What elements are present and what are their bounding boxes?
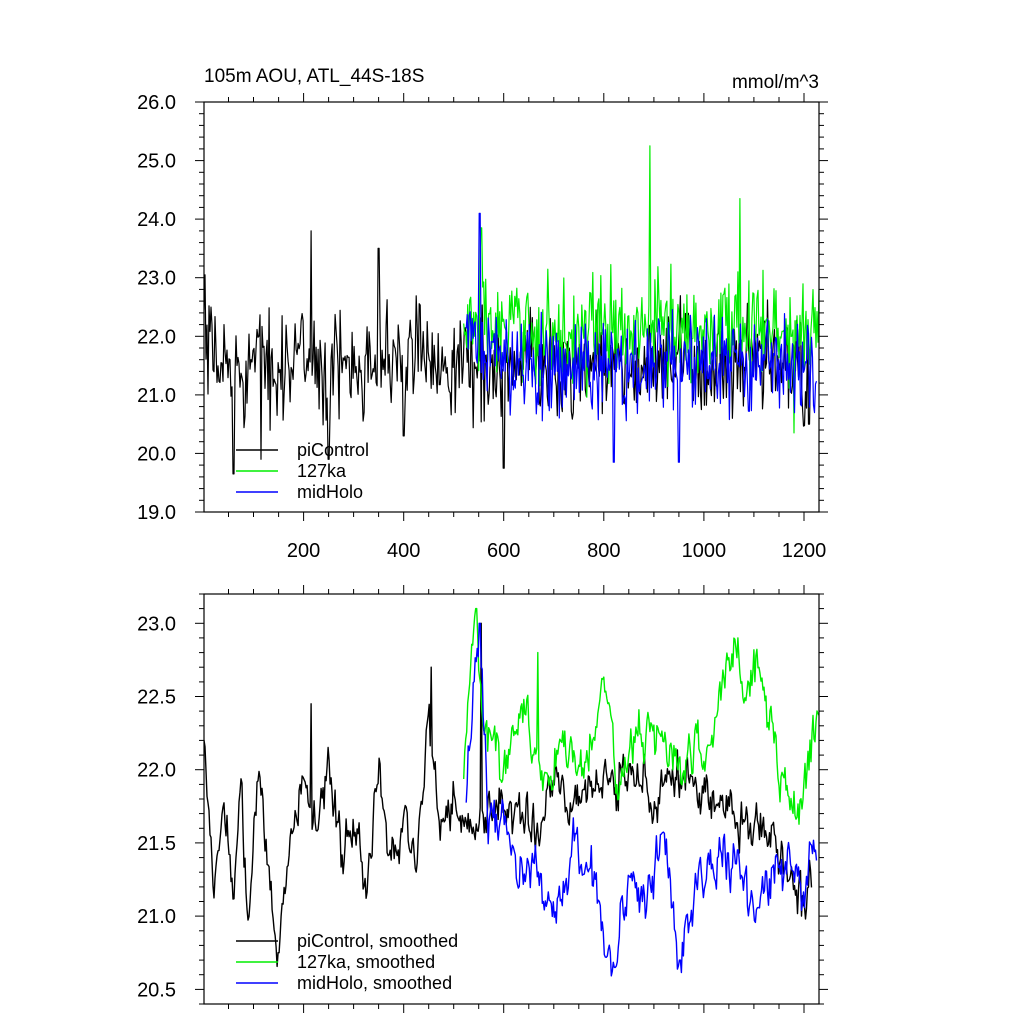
top-x-tick-label: 800 [587, 540, 620, 562]
top-legend-label: 127ka [297, 461, 347, 481]
top-x-tick-label: 600 [487, 540, 520, 562]
top-tick-labels: 19.0 20.0 21.0 22.0 23.0 24.0 25.0 26.0 200 400 60… [137, 92, 826, 562]
top-y-tick-label: 24.0 [137, 209, 176, 231]
top-series-layer [204, 145, 819, 475]
bottom-legend-label: 127ka, smoothed [297, 952, 435, 972]
top-y-tick-label: 20.0 [137, 443, 176, 465]
bottom-legend-label: midHolo, smoothed [297, 973, 452, 993]
top-y-tick-label: 23.0 [137, 268, 176, 290]
bottom-series-line-127ka [463, 607, 819, 825]
top-ticks [195, 93, 828, 521]
top-series-line-midholo [465, 212, 818, 463]
top-y-tick-label: 21.0 [137, 385, 176, 407]
top-y-tick-label: 19.0 [137, 502, 176, 524]
bottom-legend-label: piControl, smoothed [297, 931, 458, 951]
top-panel: 19.0 20.0 21.0 22.0 23.0 24.0 25.0 26.0 200 400 60… [137, 66, 828, 562]
top-y-tick-label: 25.0 [137, 151, 176, 173]
bottom-series-line-midholo [465, 622, 818, 977]
top-legend-label: piControl [297, 440, 369, 460]
top-chart-title: 105m AOU, ATL_44S-18S [204, 66, 424, 87]
bottom-ticks [195, 585, 828, 1013]
top-y-tick-label: 26.0 [137, 92, 176, 114]
top-chart-units: mmol/m^3 [732, 72, 819, 93]
bottom-y-tick-label: 22.5 [137, 687, 176, 709]
top-plot-frame [203, 101, 820, 513]
bottom-series-layer [204, 607, 819, 977]
top-x-tick-label: 1200 [782, 540, 827, 562]
top-series-line-127ka [463, 145, 819, 434]
bottom-series-line-picontrol [204, 622, 813, 968]
bottom-tick-labels: 20.5 21.0 21.5 22.0 22.5 23.0 [137, 613, 176, 1001]
top-x-tick-label: 1000 [682, 540, 727, 562]
top-x-tick-label: 200 [287, 540, 320, 562]
bottom-y-tick-label: 21.5 [137, 833, 176, 855]
top-y-tick-label: 22.0 [137, 326, 176, 348]
top-legend-label: midHolo [297, 482, 363, 502]
bottom-y-tick-label: 23.0 [137, 613, 176, 635]
top-x-tick-label: 400 [387, 540, 420, 562]
bottom-y-tick-label: 22.0 [137, 760, 176, 782]
bottom-y-tick-label: 21.0 [137, 906, 176, 928]
bottom-y-tick-label: 20.5 [137, 979, 176, 1001]
bottom-panel: 20.5 21.0 21.5 22.0 22.5 23.0 piControl, smoo… [137, 585, 828, 1013]
